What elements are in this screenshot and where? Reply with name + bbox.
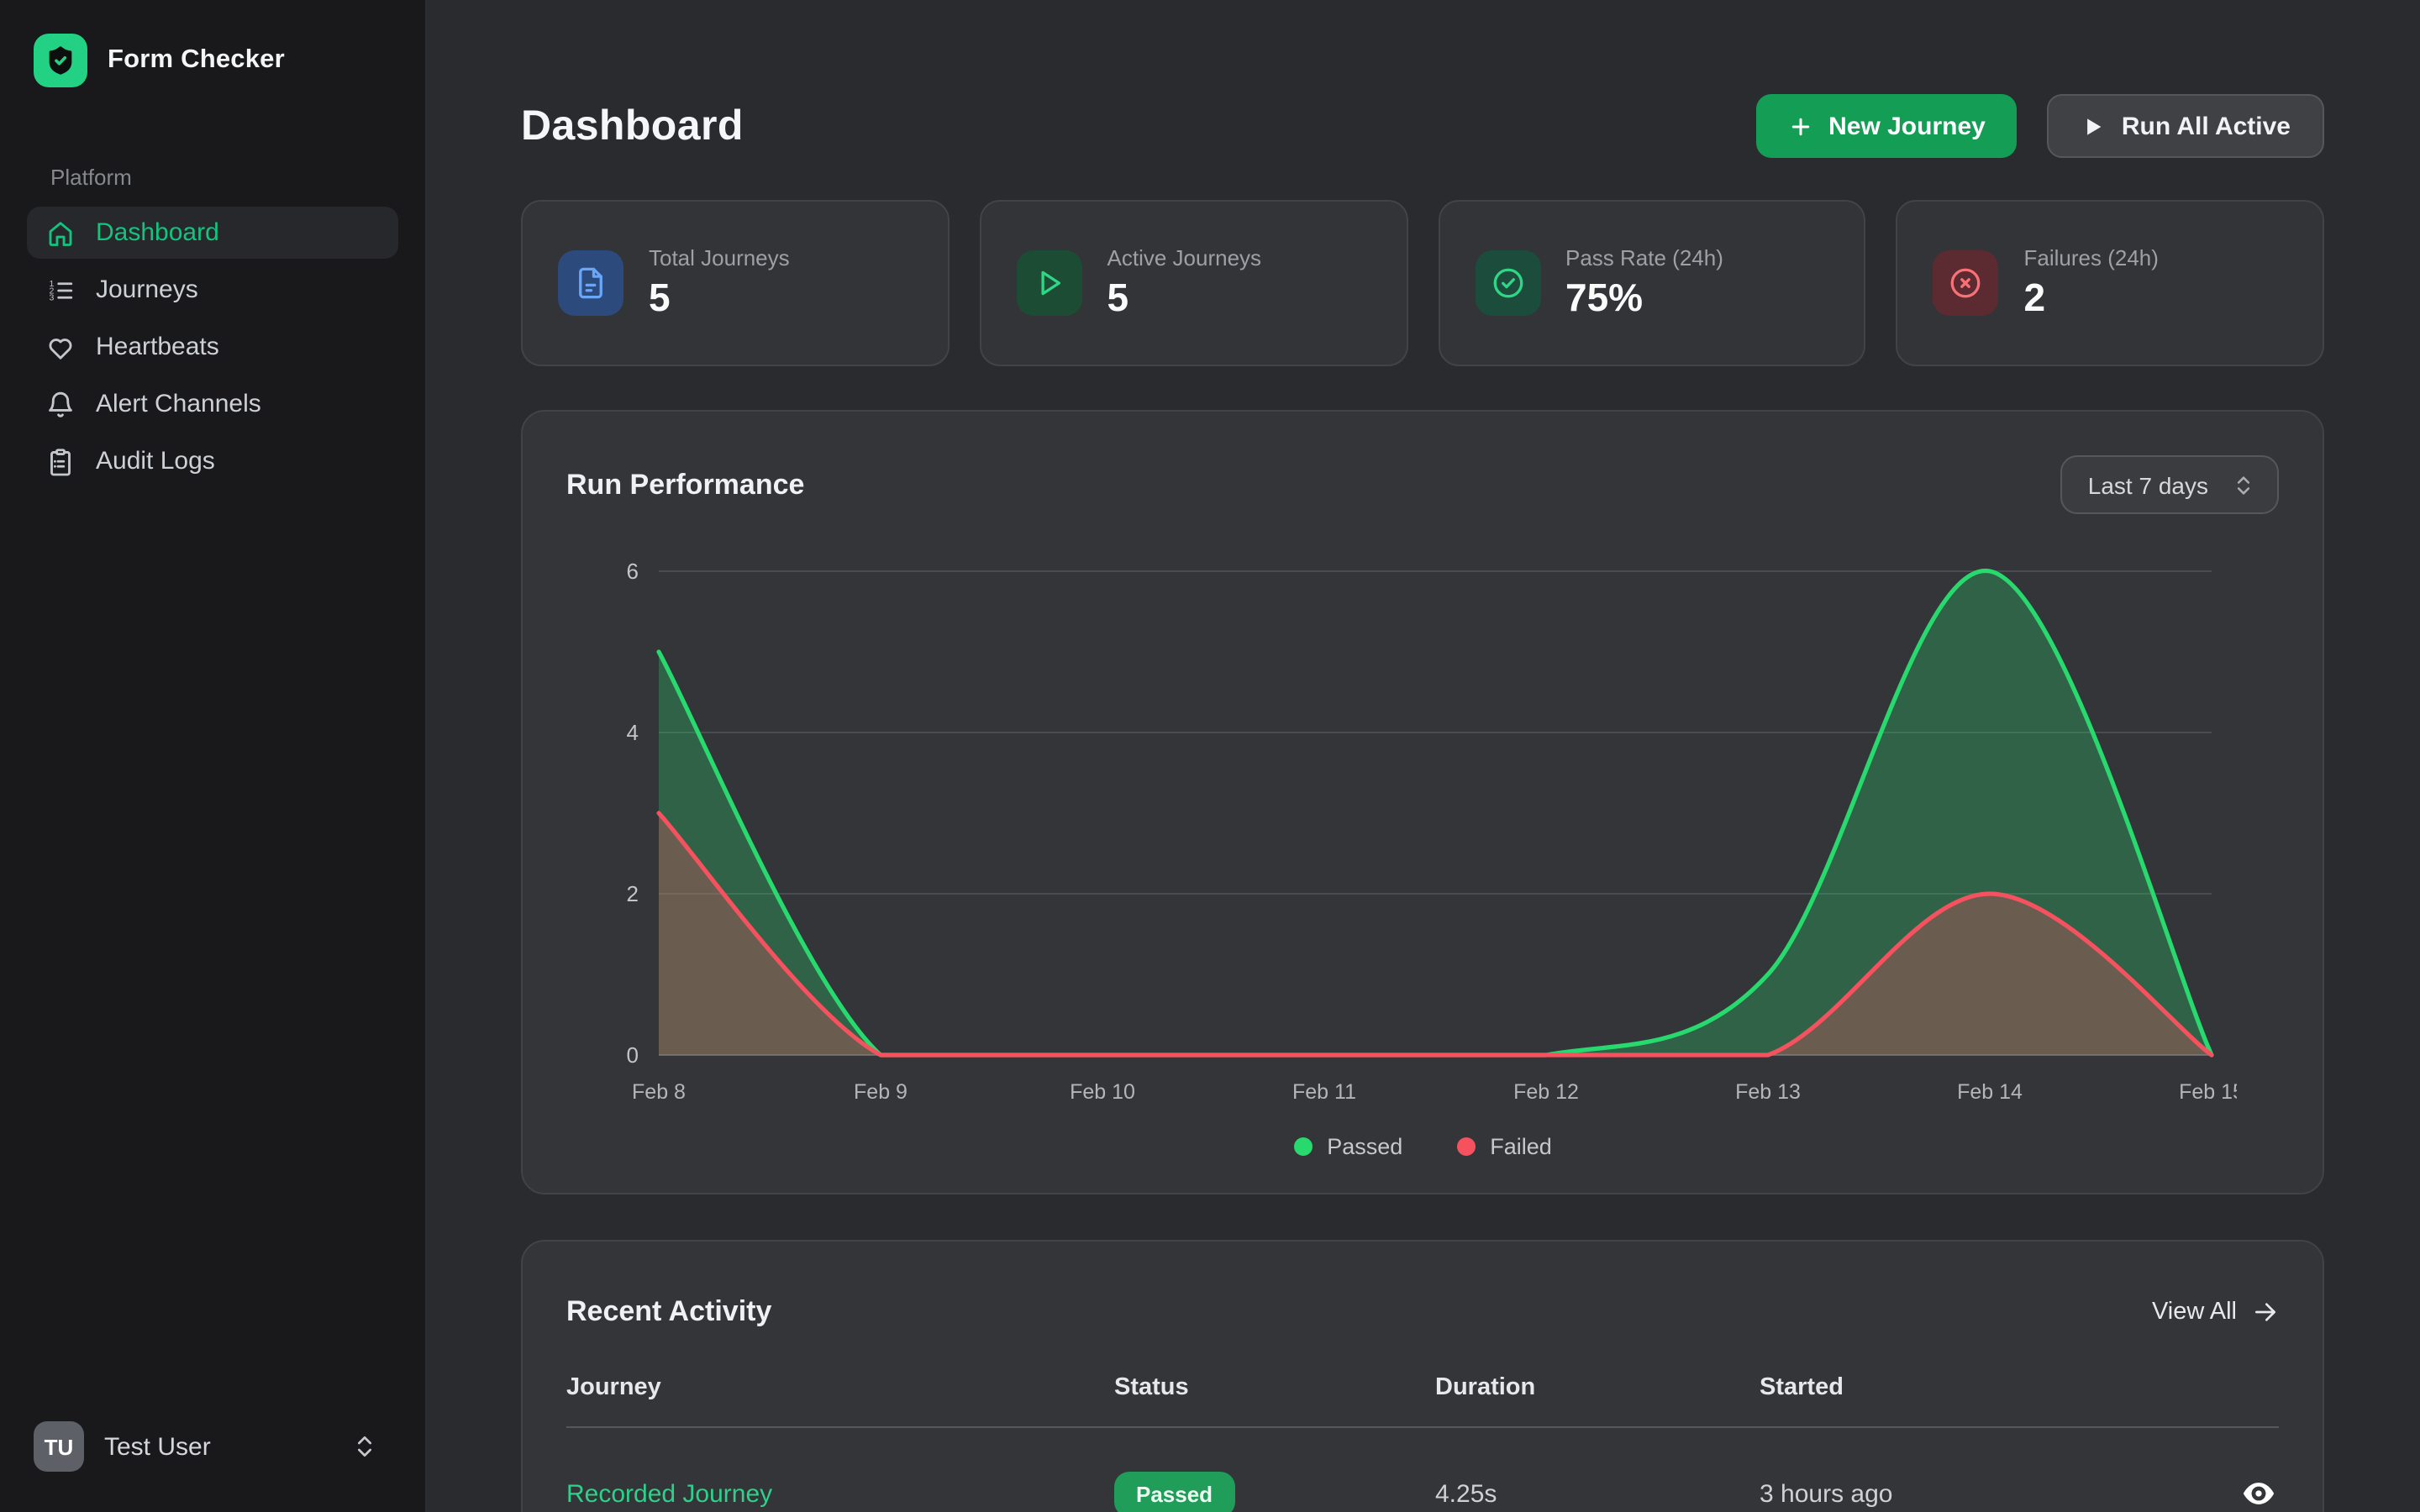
avatar: TU [34,1421,84,1472]
stat-cards: Total Journeys 5 Active Journeys 5 Pass … [521,200,2324,366]
duration-cell: 4.25s [1435,1480,1497,1509]
stat-value: 2 [2023,276,2046,319]
legend-label: Failed [1490,1134,1552,1159]
column-header-status: Status [1114,1374,1189,1401]
chart-title: Run Performance [566,468,805,500]
chevrons-up-down-icon [2237,475,2250,494]
file-text-icon [558,250,623,316]
svg-text:Feb 15: Feb 15 [2179,1080,2237,1104]
chevrons-up-down-icon [351,1433,378,1460]
stat-value: 5 [1107,276,1129,319]
clipboard-list-icon [45,446,76,476]
stat-card: Failures (24h) 2 [1896,200,2324,366]
user-name: Test User [104,1432,211,1461]
new-journey-button[interactable]: New Journey [1756,94,2018,158]
svg-text:Feb 8: Feb 8 [632,1080,686,1104]
svg-text:Feb 13: Feb 13 [1735,1080,1801,1104]
legend-dot [1293,1137,1313,1156]
sidebar-item-alert-channels[interactable]: Alert Channels [27,378,398,430]
stat-value: 75% [1565,276,1644,319]
svg-text:0: 0 [627,1042,639,1068]
page-title: Dashboard [521,102,744,149]
svg-text:Feb 11: Feb 11 [1292,1080,1356,1104]
svg-text:Feb 14: Feb 14 [1957,1080,2023,1104]
table-header: Journey Status Duration Started [566,1374,2279,1428]
plus-icon [1791,117,1810,135]
svg-text:6: 6 [627,559,639,584]
sidebar-item-heartbeats[interactable]: Heartbeats [27,321,398,373]
stat-card: Active Journeys 5 [979,200,1407,366]
column-header-duration: Duration [1435,1374,1536,1401]
legend-item: Passed [1293,1134,1402,1159]
svg-text:2: 2 [627,881,639,906]
started-cell: 3 hours ago [1760,1480,1893,1509]
svg-text:4: 4 [627,720,639,745]
view-run-button[interactable] [2238,1474,2279,1512]
table-body: Recorded Journey Passed 4.25s 3 hours ag… [566,1428,2279,1512]
circle-check-icon [1475,250,1540,316]
range-select-value: Last 7 days [2087,471,2208,498]
brand-name: Form Checker [108,45,285,74]
view-all-link[interactable]: View All [2152,1299,2279,1326]
range-select[interactable]: Last 7 days [2060,455,2279,514]
user-menu[interactable]: TU Test User [27,1411,398,1482]
column-header-journey: Journey [566,1374,661,1401]
main-content: Dashboard New Journey Run All Active Tot… [427,0,2420,1512]
stat-value: 5 [649,276,671,319]
run-all-active-button[interactable]: Run All Active [2047,94,2324,158]
heart-icon [45,332,76,362]
performance-chart: 6 4 2 0 Feb 8 Feb 9 Feb 10 Feb 11 Feb 12 Feb 13 Fe… [566,541,2279,1121]
legend-label: Passed [1327,1134,1403,1159]
shield-check-logo-icon [34,34,87,87]
column-header-started: Started [1760,1374,1844,1401]
circle-x-icon [1933,250,1999,316]
svg-text:3: 3 [50,292,55,302]
stat-card: Pass Rate (24h) 75% [1438,200,1866,366]
arrow-right-icon [2255,1303,2275,1321]
stat-label: Active Journeys [1107,245,1262,270]
sidebar-item-audit-logs[interactable]: Audit Logs [27,435,398,487]
bell-icon [45,389,76,419]
chart-legend: Passed Failed [566,1134,2279,1159]
eye-icon [2243,1482,2275,1504]
svg-text:Feb 12: Feb 12 [1513,1080,1579,1104]
journey-link[interactable]: Recorded Journey [566,1480,773,1509]
table-row: Recorded Journey Passed 4.25s 3 hours ag… [566,1428,2279,1512]
sidebar-section-label: Platform [50,165,132,190]
stat-label: Pass Rate (24h) [1565,245,1723,270]
svg-text:2: 2 [50,285,55,295]
svg-text:1: 1 [50,278,55,288]
legend-dot [1456,1137,1476,1156]
run-performance-card: Run Performance Last 7 days 6 4 2 0 Feb 8 Feb… [521,410,2324,1194]
stat-label: Failures (24h) [2023,245,2159,270]
stat-card: Total Journeys 5 [521,200,950,366]
play-filled-icon [2087,118,2102,134]
svg-text:Feb 10: Feb 10 [1070,1080,1135,1104]
svg-text:Feb 9: Feb 9 [854,1080,908,1104]
play-icon [1016,250,1082,316]
stat-label: Total Journeys [649,245,790,270]
status-badge: Passed [1114,1472,1235,1512]
sidebar-item-dashboard[interactable]: Dashboard [27,207,398,259]
legend-item: Failed [1456,1134,1552,1159]
recent-activity-card: Recent Activity View All Journey Status Du… [521,1240,2324,1512]
home-icon [45,218,76,248]
activity-title: Recent Activity [566,1295,772,1327]
brand: Form Checker [27,34,398,87]
